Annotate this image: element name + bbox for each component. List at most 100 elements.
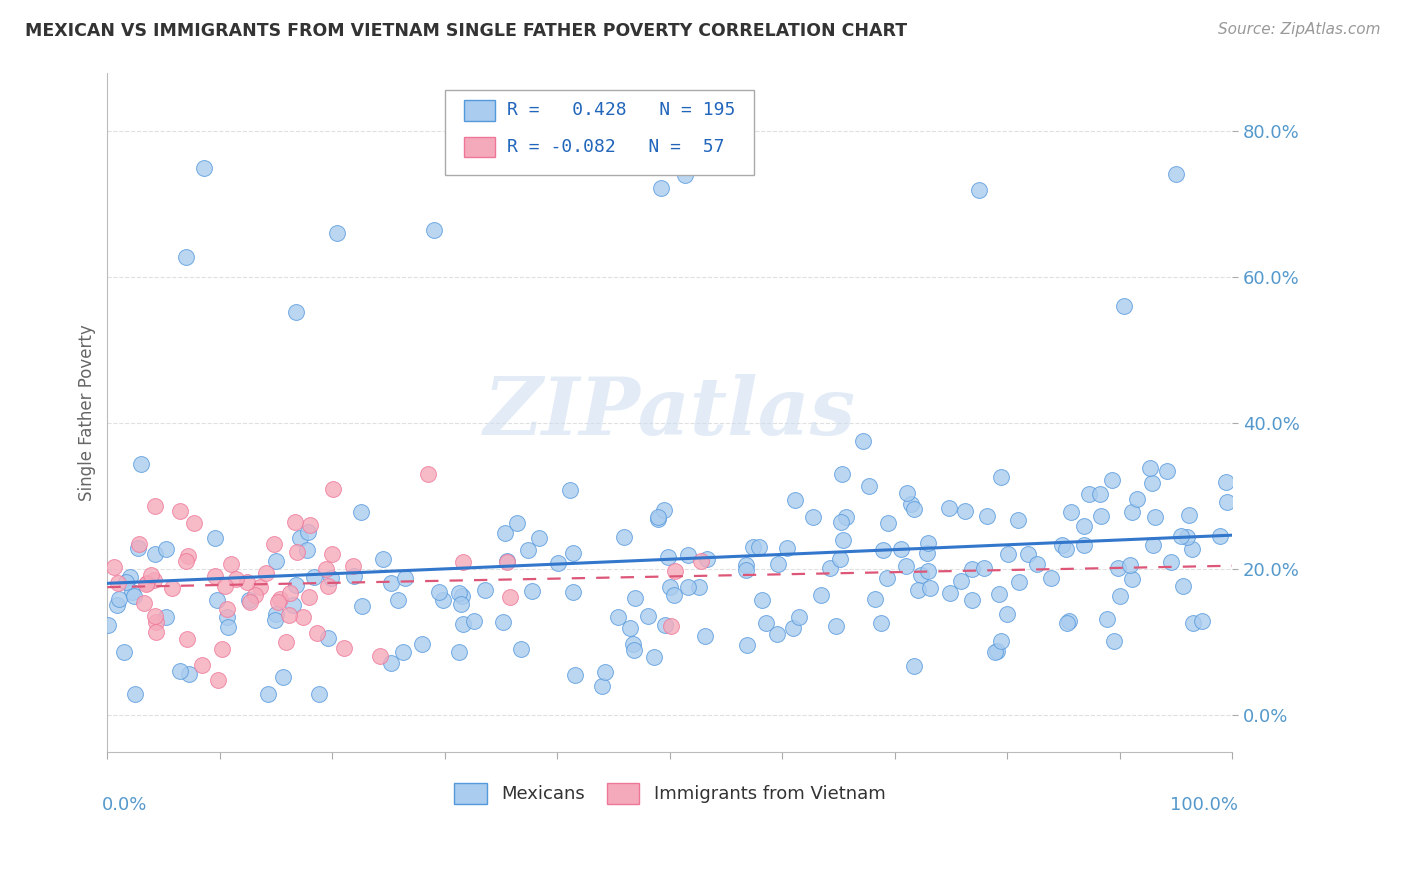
Point [755,615,778,630]
Point [108,591,131,606]
Point [267,595,290,609]
Point [591,679,613,693]
Point [650,181,672,195]
Text: Source: ZipAtlas.com: Source: ZipAtlas.com [1218,22,1381,37]
Point [1007,513,1029,527]
Point [191,658,214,673]
Point [643,650,665,665]
Point [219,557,242,571]
Point [207,673,229,687]
Point [1073,519,1095,533]
Point [748,541,770,555]
Point [134,596,156,610]
Point [326,226,349,240]
Point [607,609,630,624]
Point [169,504,191,518]
Point [96,618,118,632]
Point [269,592,291,607]
Point [818,560,841,574]
Point [1040,571,1063,585]
Point [506,516,529,530]
Point [562,584,585,599]
Point [870,616,893,631]
Point [143,500,166,514]
Point [828,552,851,566]
Point [810,588,832,602]
Point [831,533,853,547]
Text: R = -0.082   N =  57: R = -0.082 N = 57 [506,138,724,156]
Point [766,627,789,641]
Point [562,546,585,560]
Point [939,586,962,600]
Point [174,554,197,568]
Point [997,547,1019,561]
Point [174,250,197,264]
Point [308,686,330,700]
Point [422,223,444,237]
Point [343,569,366,583]
Point [676,580,699,594]
Point [917,564,939,578]
Point [214,579,236,593]
Point [391,644,413,658]
Point [876,571,898,585]
Point [624,591,647,606]
Point [1026,557,1049,571]
Point [637,608,659,623]
Point [1077,486,1099,500]
Point [1209,529,1232,543]
Point [1107,561,1129,575]
FancyBboxPatch shape [464,100,495,120]
Point [453,617,475,632]
Point [215,602,238,616]
Point [1060,505,1083,519]
Point [824,619,846,633]
Point [387,593,409,607]
Point [1119,558,1142,573]
Point [664,588,686,602]
Point [657,549,679,564]
Point [494,525,516,540]
Point [776,541,799,555]
Point [751,593,773,607]
Point [1057,615,1080,629]
Point [900,497,922,511]
Point [295,543,318,558]
Point [949,574,972,588]
Point [896,486,918,500]
Point [285,577,308,591]
Point [1170,529,1192,543]
Point [647,510,669,524]
FancyBboxPatch shape [464,136,495,157]
Point [135,577,157,591]
FancyBboxPatch shape [444,90,754,175]
Point [315,562,337,576]
Point [432,593,454,607]
Point [145,624,167,639]
Point [143,609,166,624]
Point [1109,590,1132,604]
Point [1164,167,1187,181]
Point [903,502,925,516]
Point [1215,475,1237,489]
Point [274,635,297,649]
Point [333,641,356,656]
Point [394,571,416,585]
Point [499,591,522,605]
Point [1156,464,1178,478]
Point [990,634,1012,648]
Point [782,622,804,636]
Point [527,531,550,545]
Point [520,583,543,598]
Point [380,575,402,590]
Point [910,567,932,582]
Point [1095,612,1118,626]
Point [451,555,474,569]
Point [169,664,191,678]
Point [204,569,226,583]
Point [830,515,852,529]
Point [124,686,146,700]
Point [789,610,811,624]
Point [352,599,374,613]
Legend: Mexicans, Immigrants from Vietnam: Mexicans, Immigrants from Vietnam [447,775,893,811]
